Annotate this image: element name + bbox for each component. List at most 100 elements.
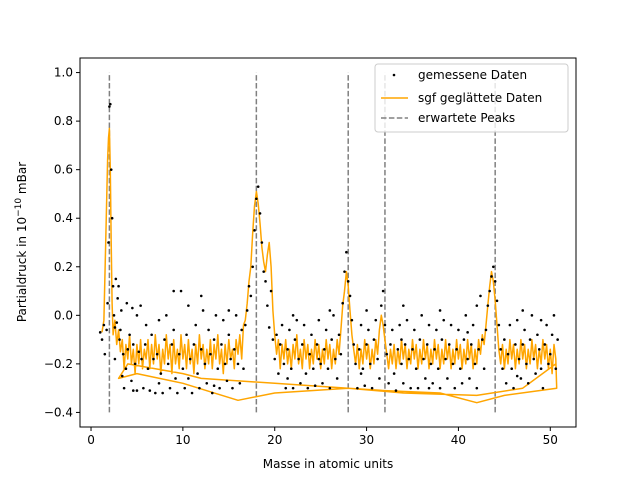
measured-data-point xyxy=(210,391,214,395)
measured-data-point xyxy=(368,362,372,366)
measured-data-point xyxy=(433,348,436,351)
measured-data-point xyxy=(396,348,400,351)
measured-data-point xyxy=(473,362,477,366)
measured-data-point xyxy=(504,382,508,385)
measured-data-point xyxy=(449,323,453,327)
measured-data-point xyxy=(400,338,403,341)
measured-data-point xyxy=(497,323,501,327)
legend: gemessene Daten sgf geglättete Daten erw… xyxy=(374,63,569,133)
measured-data-point xyxy=(299,382,302,385)
measured-data-point xyxy=(341,301,344,305)
measured-data-point xyxy=(315,343,319,346)
measured-data-point xyxy=(495,299,499,303)
measured-data-point xyxy=(114,277,118,281)
measured-data-point xyxy=(343,270,346,273)
y-tick-label: 0.8 xyxy=(54,114,73,128)
measured-data-point xyxy=(526,382,530,385)
measured-data-point xyxy=(469,343,473,346)
measured-data-point xyxy=(264,280,267,283)
measured-data-point xyxy=(361,367,365,371)
measured-data-point xyxy=(262,270,266,273)
measured-data-point xyxy=(244,323,247,327)
measured-data-point xyxy=(234,314,238,317)
measured-data-point xyxy=(100,338,104,341)
measured-data-point xyxy=(455,348,458,351)
measured-data-point xyxy=(378,377,381,380)
x-tick-label: 30 xyxy=(359,433,374,447)
measured-data-point xyxy=(493,280,497,283)
measured-data-point xyxy=(106,301,109,305)
measured-data-point xyxy=(253,229,256,232)
measured-data-point xyxy=(383,323,387,327)
measured-data-point xyxy=(420,314,423,317)
measured-data-point xyxy=(552,314,556,317)
measured-data-point xyxy=(424,377,427,380)
measured-data-point xyxy=(221,318,225,322)
measured-data-point xyxy=(258,212,262,215)
measured-data-point xyxy=(451,362,455,366)
measured-data-point xyxy=(367,328,370,332)
measured-data-point xyxy=(427,386,431,390)
measured-data-point xyxy=(293,338,297,341)
measured-data-point xyxy=(317,318,321,322)
measured-data-point xyxy=(214,314,218,317)
measured-data-point xyxy=(288,328,291,332)
measured-data-point xyxy=(119,328,122,332)
measured-data-point xyxy=(284,386,288,390)
measured-data-point xyxy=(144,323,148,327)
measured-data-point xyxy=(532,357,536,361)
measured-data-point xyxy=(387,382,390,385)
measured-data-point xyxy=(400,362,403,366)
measured-data-point xyxy=(157,318,161,322)
measured-data-point xyxy=(528,338,532,341)
measured-data-point xyxy=(330,338,333,341)
measured-data-point xyxy=(108,105,111,108)
measured-data-point xyxy=(422,357,425,361)
measured-data-point xyxy=(317,357,321,361)
measured-data-point xyxy=(405,318,409,322)
measured-data-point xyxy=(462,338,466,341)
measured-data-point xyxy=(103,352,107,356)
measured-data-point xyxy=(280,323,284,327)
measured-data-point xyxy=(183,386,187,390)
y-tick-label: 0.4 xyxy=(54,211,73,225)
smoothed-line-layer xyxy=(101,127,558,404)
measured-data-point xyxy=(402,304,405,307)
measured-data-point xyxy=(190,391,194,395)
measured-data-point xyxy=(385,352,389,356)
measured-data-point xyxy=(199,348,203,351)
measured-data-point xyxy=(427,323,431,327)
measured-data-point xyxy=(260,241,264,244)
measured-data-point xyxy=(143,343,147,346)
measured-data-point xyxy=(245,309,249,312)
measured-data-point xyxy=(110,216,114,220)
y-tick-label: −0.4 xyxy=(44,405,73,419)
measured-data-point xyxy=(112,314,116,317)
measured-data-point xyxy=(365,309,368,312)
measured-data-point xyxy=(394,389,398,392)
measured-data-point xyxy=(436,367,440,371)
measured-data-point xyxy=(534,372,537,375)
measured-data-point xyxy=(161,391,164,395)
measured-data-point xyxy=(550,333,554,337)
measured-data-point xyxy=(177,352,181,356)
measured-data-point xyxy=(466,357,469,361)
measured-data-point xyxy=(125,301,129,305)
measured-data-point xyxy=(431,382,435,385)
measured-data-point xyxy=(403,343,407,346)
measured-data-point xyxy=(135,389,139,392)
measured-data-point xyxy=(308,352,311,356)
measured-data-point xyxy=(514,343,517,346)
y-tick-label: −0.2 xyxy=(44,357,73,371)
measured-data-point xyxy=(120,374,124,378)
y-tick-label: 0.0 xyxy=(54,308,73,322)
measured-data-point xyxy=(519,377,523,380)
measured-data-point xyxy=(414,367,418,371)
measured-data-point xyxy=(113,357,117,361)
measured-data-point xyxy=(98,331,102,334)
measured-data-point xyxy=(199,294,203,298)
measured-data-point xyxy=(438,309,442,312)
measured-data-point xyxy=(442,318,446,322)
measured-data-point xyxy=(411,348,414,351)
